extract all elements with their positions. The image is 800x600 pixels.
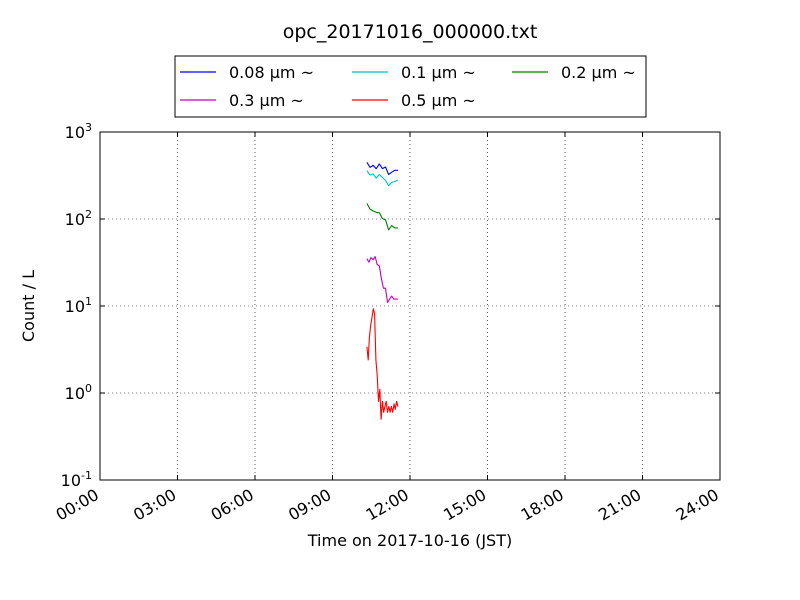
y-tick-label: 101 [65, 295, 92, 316]
y-tick-label-exponent: -1 [81, 469, 92, 482]
x-tick-label: 06:00 [208, 485, 257, 525]
y-tick-label: 102 [65, 208, 92, 229]
chart-title: opc_20171016_000000.txt [283, 21, 538, 43]
y-tick-label-exponent: 1 [85, 295, 92, 308]
series-lines [366, 162, 399, 420]
legend-box [174, 55, 647, 118]
legend-label: 0.2 μm ~ [561, 63, 636, 82]
x-tick-label: 09:00 [285, 485, 334, 525]
y-tick-label-base: 10 [65, 297, 85, 316]
series-line [366, 203, 398, 231]
x-tick-label: 12:00 [363, 485, 412, 525]
y-tick-label-base: 10 [61, 471, 81, 490]
series-line [366, 162, 398, 176]
y-tick-label: 103 [65, 121, 92, 142]
x-tick-label: 24:00 [673, 485, 722, 525]
x-tick-label: 21:00 [595, 485, 644, 525]
x-tick-label: 03:00 [130, 485, 179, 525]
legend-label: 0.1 μm ~ [401, 63, 476, 82]
legend: 0.08 μm ~ 0.1 μm ~ 0.2 μm ~ 0.3 μm ~ 0.5 μm … [174, 55, 647, 118]
y-tick-label-base: 10 [65, 210, 85, 229]
x-tick-label: 15:00 [440, 485, 489, 525]
y-tick-label-exponent: 2 [85, 208, 92, 221]
y-tick-label-exponent: 0 [85, 382, 92, 395]
axis-ticks: 00:00 03:00 06:00 09:00 12:00 15:00 18:00 21:00… [53, 121, 722, 525]
y-tick-label: 100 [65, 382, 92, 403]
y-tick-label: 10-1 [61, 469, 92, 490]
gridlines [100, 132, 720, 480]
x-tick-label: 18:00 [518, 485, 567, 525]
series-line [366, 256, 398, 303]
legend-label: 0.5 μm ~ [401, 91, 476, 110]
y-tick-label-base: 10 [65, 384, 85, 403]
x-tick-label: 00:00 [53, 485, 102, 525]
x-axis-label: Time on 2017-10-16 (JST) [307, 531, 512, 550]
y-tick-label-base: 10 [65, 123, 85, 142]
y-tick-label-exponent: 3 [85, 121, 92, 134]
y-axis-label: Count / L [19, 270, 38, 342]
legend-label: 0.08 μm ~ [229, 63, 314, 82]
series-line [366, 170, 399, 187]
legend-label: 0.3 μm ~ [229, 91, 304, 110]
series-line [366, 308, 399, 420]
